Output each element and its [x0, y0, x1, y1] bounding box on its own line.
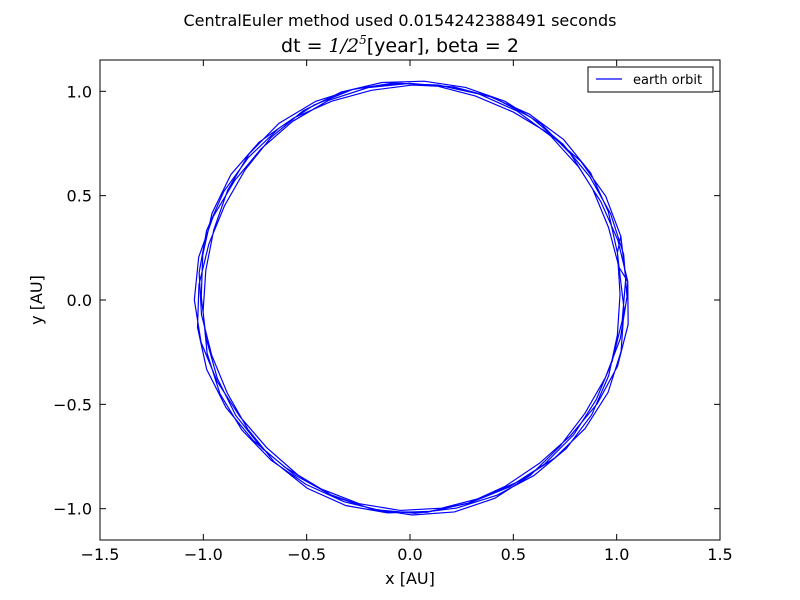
x-tick-label: −0.5: [287, 545, 326, 564]
figure-suptitle: CentralEuler method used 0.0154242388491…: [184, 11, 617, 30]
legend-label-earth-orbit: earth orbit: [633, 73, 702, 88]
x-tick-label: 1.5: [707, 545, 732, 564]
plot-area: [193, 80, 629, 516]
x-tick-label: −1.5: [81, 545, 120, 564]
axes-title-math: 1/2: [329, 35, 360, 57]
y-axis-ticks: −1.0 −0.5 0.0 0.5 1.0: [53, 82, 720, 519]
y-tick-label: 1.0: [67, 82, 92, 101]
y-tick-label: −0.5: [53, 395, 92, 414]
legend: earth orbit: [587, 66, 714, 93]
y-tick-label: −1.0: [53, 500, 92, 519]
x-tick-label: 0.5: [501, 545, 526, 564]
series-line-earth-orbit: [193, 80, 629, 516]
axes-title-suffix: [year], beta = 2: [367, 35, 519, 57]
axes-title-math-exponent: 5: [359, 33, 367, 47]
x-tick-label: 0.0: [397, 545, 422, 564]
axes-title: dt = 1/25[year], beta = 2: [281, 33, 519, 57]
x-tick-label: −1.0: [184, 545, 223, 564]
x-tick-label: 1.0: [604, 545, 629, 564]
y-tick-label: 0.0: [67, 291, 92, 310]
y-tick-label: 0.5: [67, 187, 92, 206]
y-axis-label: y [AU]: [27, 275, 46, 325]
x-axis-label: x [AU]: [385, 569, 435, 588]
axes-title-prefix: dt =: [281, 35, 329, 57]
legend-frame: [587, 66, 714, 93]
x-axis-ticks: −1.5 −1.0 −0.5 0.0 0.5 1.0 1.5: [81, 60, 733, 564]
